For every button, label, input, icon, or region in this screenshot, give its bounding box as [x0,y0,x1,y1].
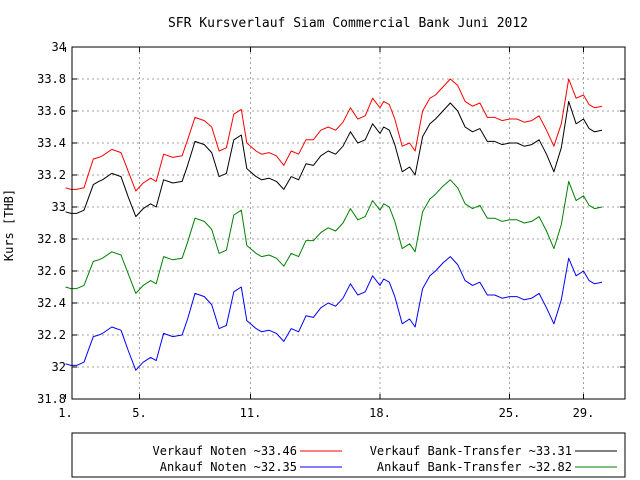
y-tick-label: 31.8 [37,392,66,406]
series-line-2 [65,100,603,218]
y-tick-label: 33.6 [37,104,66,118]
legend-entry-label: Ankauf Noten ~32.35 [160,460,297,474]
y-tick-label: 32.4 [37,296,66,310]
y-tick-label: 32.2 [37,328,66,342]
y-tick-label: 32.8 [37,232,66,246]
x-tick-label: 11. [240,406,262,420]
legend-entry-label: Ankauf Bank-Transfer ~32.82 [377,460,572,474]
y-tick-label: 32.6 [37,264,66,278]
y-tick-label: 33 [52,200,66,214]
plot-frame [71,46,626,400]
y-tick-label: 33.2 [37,168,66,182]
x-tick-label: 5. [132,406,146,420]
series-line-3 [65,179,603,294]
y-axis-label: Kurs [THB] [2,189,16,261]
x-tick-label: 29. [573,406,595,420]
chart-title: SFR Kursverlauf Siam Commercial Bank Jun… [168,16,528,31]
legend-entry-label: Verkauf Noten ~33.46 [153,444,298,458]
x-tick-label: 1. [58,406,72,420]
y-tick-label: 32 [52,360,66,374]
series-line-4 [65,256,603,371]
legend-entry-label: Verkauf Bank-Transfer ~33.31 [370,444,572,458]
series-line-1 [65,78,603,192]
legend: Verkauf Noten ~33.46 Verkauf Bank-Transfe… [153,444,617,474]
y-tick-label: 34 [52,40,66,54]
x-tick-label: 25. [499,406,521,420]
y-tick-label: 33.8 [37,72,66,86]
x-tick-label: 18. [369,406,391,420]
axis-ticks: 31.8 32 32.2 32.4 32.6 32.8 33 33.2 33.4 33.6 33.8… [37,40,625,420]
series-lines [65,78,603,371]
y-tick-label: 33.4 [37,136,66,150]
legend-box [71,432,626,478]
